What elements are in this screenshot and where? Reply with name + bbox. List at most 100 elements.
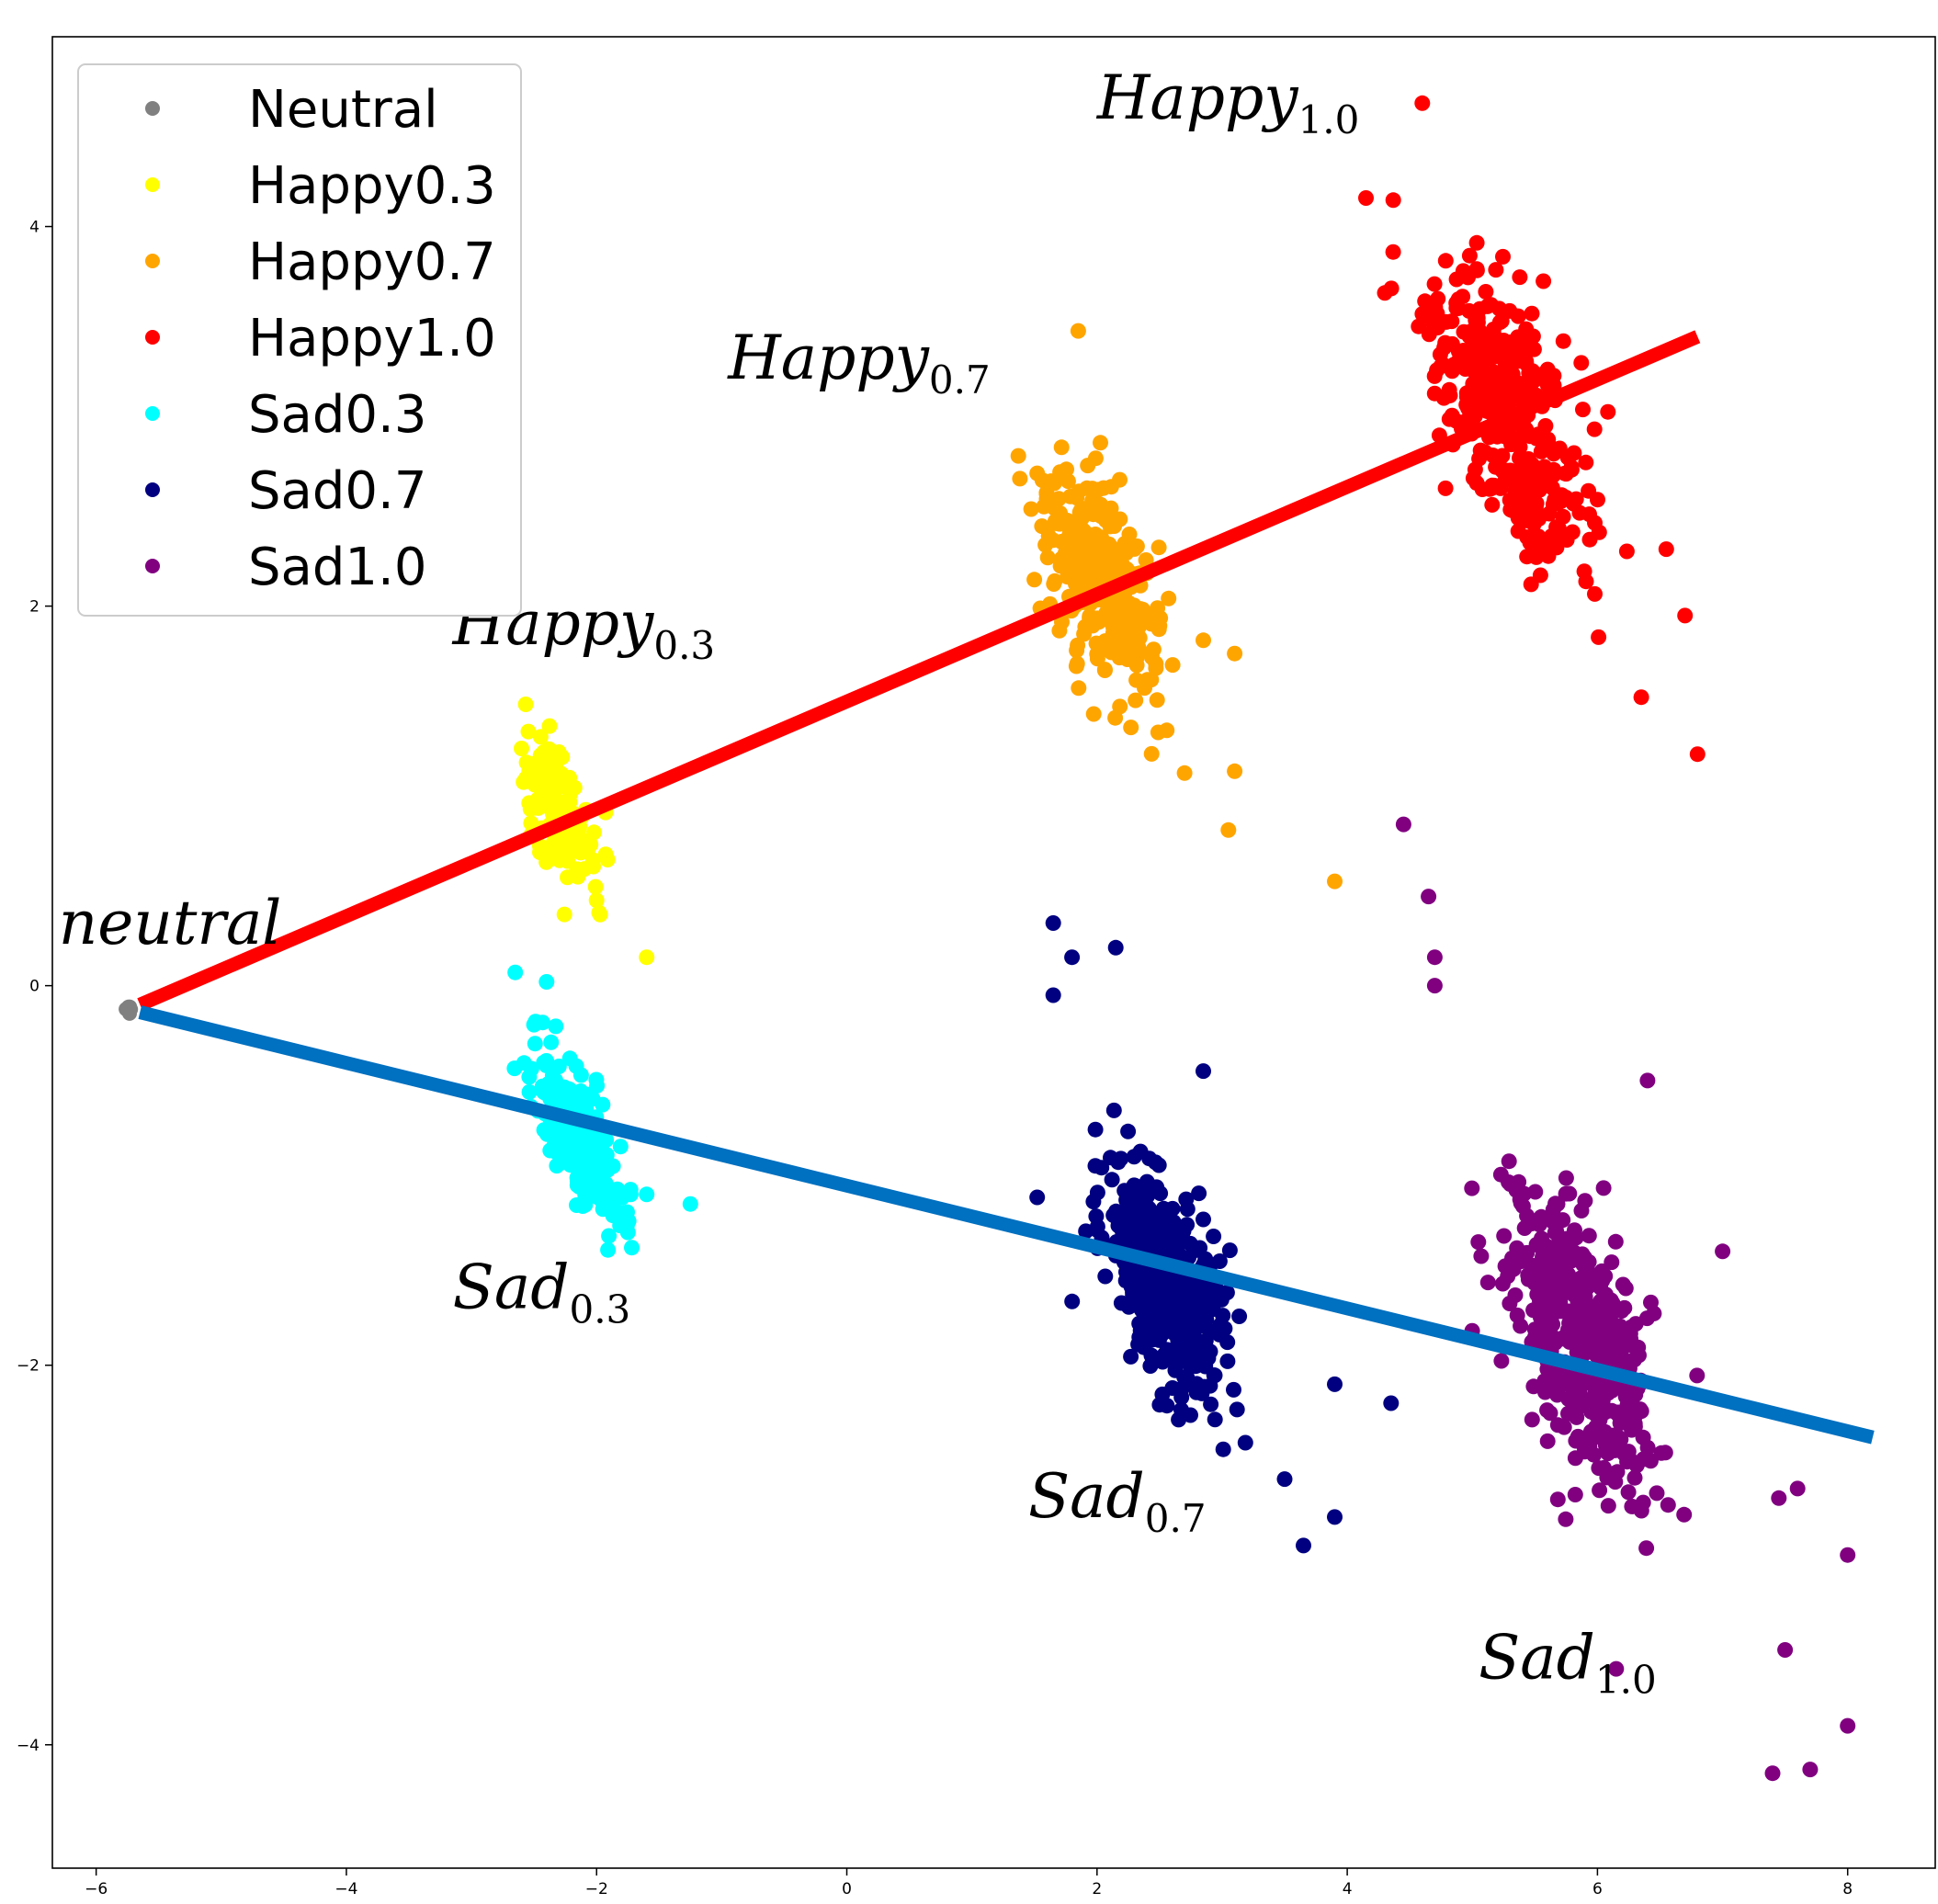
data-point: [1116, 1208, 1132, 1225]
data-point: [1103, 1150, 1118, 1166]
data-point: [1479, 1275, 1496, 1291]
data-point: [1221, 1242, 1238, 1259]
data-point: [1510, 470, 1526, 486]
data-point: [1569, 1377, 1585, 1394]
data-point: [1087, 1121, 1104, 1138]
data-point: [1450, 344, 1467, 359]
data-point: [1484, 477, 1501, 493]
data-point: [1107, 709, 1124, 726]
data-point: [1547, 527, 1563, 543]
data-point: [1134, 1302, 1150, 1319]
data-point: [1473, 1248, 1490, 1264]
data-point: [1169, 1241, 1185, 1258]
data-point: [1539, 1402, 1556, 1419]
data-point: [1159, 1398, 1175, 1414]
data-point: [1516, 1220, 1533, 1236]
data-point: [1566, 445, 1582, 461]
cluster-label-main: Happy: [1096, 62, 1298, 133]
data-point: [1495, 248, 1511, 265]
data-point: [1143, 745, 1160, 762]
data-point: [1123, 1348, 1139, 1365]
legend-marker: [145, 559, 160, 573]
cluster-label-subscript: 1.0: [1595, 1657, 1657, 1702]
data-point: [1327, 1376, 1343, 1392]
data-point: [1385, 192, 1401, 209]
cluster-label-happy-0-7: Happy0.7: [727, 323, 991, 402]
data-point: [602, 1158, 618, 1174]
data-point: [578, 833, 595, 849]
data-point: [1626, 1469, 1643, 1486]
data-point: [527, 1036, 543, 1052]
data-point: [1076, 626, 1093, 642]
data-point: [1131, 1224, 1147, 1241]
data-point: [1581, 482, 1597, 499]
data-point: [1179, 1217, 1196, 1233]
data-point: [1438, 313, 1455, 330]
legend: Neutral Happy0.3 Happy0.7 Happy1.0 Sad0.3 Sad…: [77, 63, 522, 617]
data-point: [1064, 1293, 1081, 1309]
data-point: [1514, 1198, 1531, 1215]
data-point: [1591, 524, 1607, 540]
data-point: [1618, 1385, 1635, 1401]
data-point: [1448, 271, 1465, 288]
data-point: [1120, 1123, 1137, 1139]
data-point: [1802, 1762, 1819, 1778]
data-point: [1148, 660, 1164, 676]
data-point: [120, 999, 136, 1014]
data-point: [1569, 1314, 1585, 1331]
data-point: [1227, 645, 1243, 662]
data-point: [1558, 466, 1574, 482]
data-point: [1618, 543, 1635, 560]
data-point: [1045, 915, 1061, 931]
data-point: [1581, 506, 1597, 523]
data-point: [1633, 1502, 1649, 1519]
data-point: [1578, 573, 1594, 590]
data-point: [538, 793, 555, 809]
data-point: [1598, 1286, 1614, 1303]
data-point: [1181, 1309, 1197, 1325]
data-point: [1524, 462, 1541, 479]
data-point: [1183, 1407, 1198, 1423]
cluster-label-main: neutral: [59, 888, 282, 958]
data-point: [1610, 1404, 1626, 1421]
data-point: [1061, 522, 1078, 538]
data-point: [1558, 1254, 1574, 1271]
data-point: [1448, 413, 1464, 429]
data-point: [1203, 1396, 1219, 1412]
cluster-label-sad-0-3: Sad0.3: [453, 1252, 631, 1332]
y-tick-label: −4: [17, 1737, 40, 1755]
data-point: [1498, 469, 1514, 485]
data-point: [639, 949, 655, 966]
data-point: [588, 892, 605, 909]
data-point: [1358, 190, 1374, 206]
data-point: [1677, 607, 1694, 624]
data-point: [1493, 1353, 1510, 1369]
data-point: [1026, 572, 1043, 588]
y-tick-label: 0: [29, 978, 40, 996]
data-point: [624, 1240, 640, 1256]
data-point: [1207, 1411, 1223, 1428]
data-point: [1524, 1411, 1540, 1428]
legend-marker: [145, 101, 160, 116]
data-point: [1227, 763, 1243, 779]
data-point: [1594, 1342, 1610, 1358]
data-point: [521, 1083, 538, 1100]
data-point: [1549, 1491, 1566, 1508]
data-point: [1591, 1460, 1607, 1477]
data-point: [1088, 635, 1105, 652]
cluster-label-subscript: 0.7: [929, 357, 991, 402]
data-point: [1549, 1382, 1566, 1399]
data-point: [1456, 323, 1472, 340]
cluster-label-subscript: 0.3: [569, 1287, 630, 1332]
legend-label: Happy0.3: [248, 156, 496, 216]
data-point: [1089, 610, 1105, 627]
data-point: [1569, 1409, 1585, 1425]
data-point: [1539, 1433, 1556, 1449]
data-point: [1581, 1228, 1597, 1244]
data-point: [1553, 1303, 1570, 1320]
data-point: [1578, 454, 1594, 470]
series-neutral: [119, 999, 139, 1021]
axis-ticks-layer: −6 −4 −2 0 2 4 6 8 −4 −2 0 2 4: [17, 219, 1853, 1898]
data-point: [1104, 1172, 1120, 1188]
